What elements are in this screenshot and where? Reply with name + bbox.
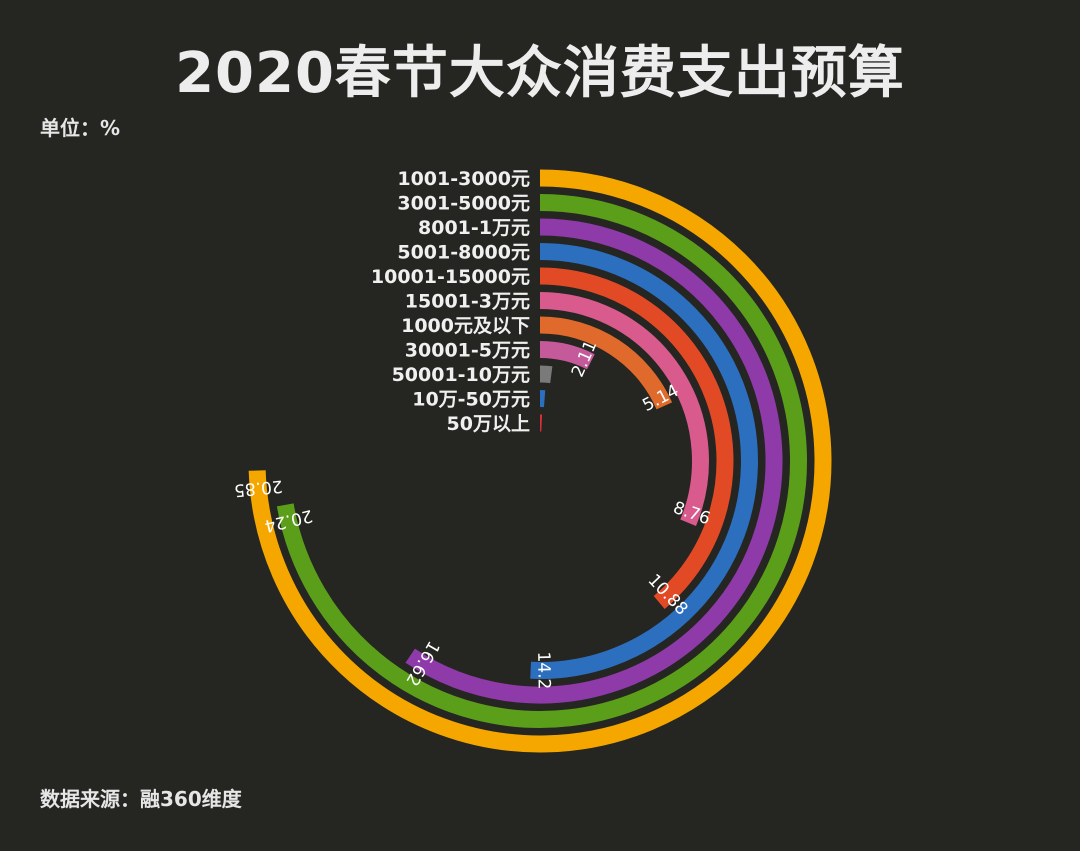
- bar-arc-5: [539, 267, 734, 609]
- category-label: 1001-3000元: [397, 168, 530, 190]
- unit-label: 单位：%: [40, 116, 121, 140]
- category-label: 50万以上: [447, 413, 530, 435]
- value-label: 2.11: [568, 337, 601, 380]
- bar-arc-7: [539, 316, 673, 410]
- bar-arc-9: [539, 365, 553, 384]
- category-label: 30001-5万元: [405, 340, 530, 362]
- chart-title: 2020春节大众消费支出预算: [175, 41, 905, 106]
- category-label: 3001-5000元: [397, 193, 530, 215]
- value-label: 20.85: [233, 476, 283, 501]
- value-label: 8.76: [670, 498, 712, 529]
- category-label: 10001-15000元: [371, 266, 530, 288]
- bar-arc-1: [248, 169, 832, 753]
- bar-arc-2: [276, 194, 807, 728]
- category-label: 5001-8000元: [397, 242, 530, 264]
- category-label: 10万-50万元: [412, 389, 530, 411]
- category-label: 1000元及以下: [401, 315, 530, 337]
- bar-arc-4: [530, 243, 758, 679]
- data-source: 数据来源：融360维度: [40, 787, 242, 811]
- category-label: 50001-10万元: [392, 364, 530, 386]
- category-label: 8001-1万元: [418, 217, 530, 239]
- bar-arc-3: [405, 218, 783, 704]
- bar-arc-6: [539, 292, 709, 527]
- bar-arc-8: [539, 341, 595, 370]
- category-label: 15001-3万元: [405, 291, 530, 313]
- value-label: 14.2: [533, 651, 554, 689]
